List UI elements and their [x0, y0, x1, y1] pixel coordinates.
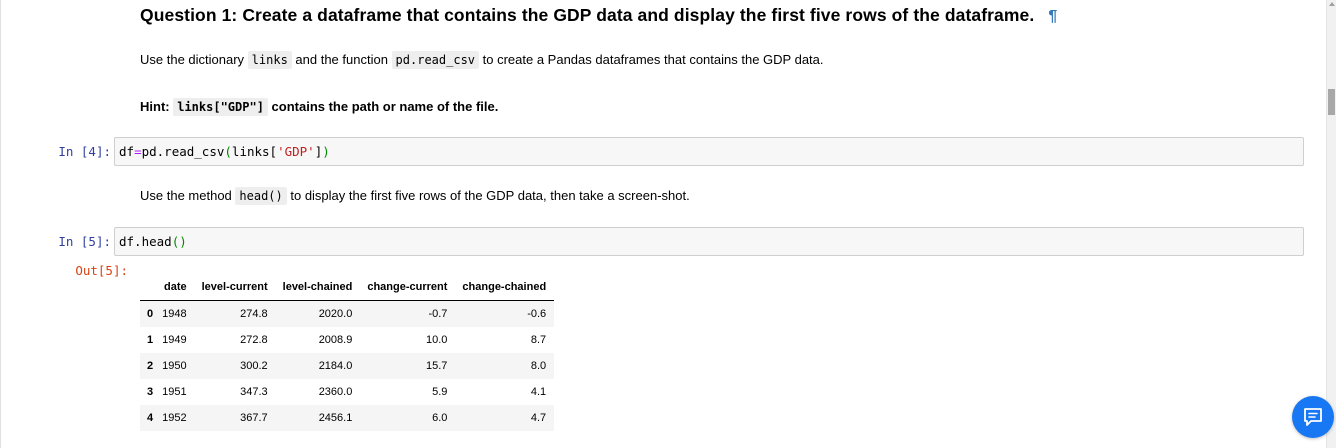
hint-paragraph: Hint: links["GDP"] contains the path or …: [140, 98, 499, 116]
code-token: pd.read_csv: [141, 144, 225, 159]
cell-level-current: 300.2: [240, 360, 268, 372]
cell-change-chained: -0.6: [527, 308, 547, 320]
code-token: (): [171, 234, 187, 249]
row-index: 0: [147, 308, 154, 320]
cell-change-current: -0.7: [428, 308, 448, 320]
cell-change-current: 15.7: [426, 360, 448, 372]
inline-code-read-csv: pd.read_csv: [391, 51, 480, 69]
code-token: =: [134, 144, 142, 159]
row-index: 4: [147, 412, 154, 424]
column-header-level-chained: level-chained: [275, 274, 361, 301]
paragraph-text: Use the dictionary: [140, 52, 248, 67]
table-row: 4 1952 367.7 2456.1 6.0 4.7: [140, 405, 555, 431]
hint-label: Hint:: [140, 99, 174, 114]
cell-level-chained: 2360.0: [318, 386, 353, 398]
cell-level-chained: 2456.1: [318, 412, 353, 424]
question-heading-text: Question 1: Create a dataframe that cont…: [140, 5, 1035, 25]
paragraph-text: and the function: [291, 52, 392, 67]
chat-button[interactable]: [1292, 396, 1334, 438]
code-token: ]: [314, 144, 323, 159]
cell-change-current: 10.0: [426, 334, 448, 346]
cell-change-chained: 4.7: [530, 412, 547, 424]
cell-date: 1950: [162, 360, 187, 372]
dataframe-table: date level-current level-chained change-…: [140, 274, 555, 431]
table-row: 1 1949 272.8 2008.9 10.0 8.7: [140, 327, 554, 353]
paragraph-text: to display the first five rows of the GD…: [286, 188, 690, 203]
vertical-scrollbar[interactable]: [1326, 0, 1336, 448]
cell-level-chained: 2008.9: [318, 334, 353, 346]
cell-level-current: 347.3: [240, 386, 268, 398]
input-prompt-5: In [5]:: [58, 234, 111, 249]
chat-icon: [1304, 408, 1322, 426]
output-prompt-5: Out[5]:: [75, 263, 128, 278]
code-token: ): [322, 144, 330, 159]
column-header-date: date: [155, 274, 195, 301]
column-header-index: [140, 274, 156, 301]
scrollbar-thumb[interactable]: [1328, 89, 1335, 115]
cell-change-chained: 8.7: [530, 334, 547, 346]
cell-level-current: 367.7: [240, 412, 268, 424]
cell-change-chained: 4.1: [530, 386, 547, 398]
instruction-paragraph: Use the dictionary links and the functio…: [140, 51, 824, 69]
column-header-change-chained: change-chained: [455, 274, 555, 301]
cell-date: 1948: [162, 308, 187, 320]
inline-code-head: head(): [235, 187, 287, 205]
table-header-row: date level-current level-chained change-…: [140, 274, 555, 301]
inline-code-links: links: [247, 51, 292, 69]
cell-date: 1952: [162, 412, 187, 424]
code-cell-5[interactable]: df.head(): [114, 227, 1304, 256]
cell-date: 1951: [162, 386, 187, 398]
input-prompt-4: In [4]:: [58, 144, 111, 159]
question-heading: Question 1: Create a dataframe that cont…: [140, 5, 1057, 26]
table-row: 2 1950 300.2 2184.0 15.7 8.0: [140, 353, 555, 379]
row-index: 2: [147, 360, 154, 372]
code-token: df.head: [119, 234, 172, 249]
paragraph-text: to create a Pandas dataframes that conta…: [479, 52, 824, 67]
column-header-level-current: level-current: [194, 274, 276, 301]
cell-date: 1949: [162, 334, 187, 346]
table-row: 0 1948 274.8 2020.0 -0.7 -0.6: [140, 300, 555, 327]
row-index: 3: [147, 386, 154, 398]
paragraph-text: Use the method: [140, 188, 236, 203]
cell-level-chained: 2020.0: [318, 308, 353, 320]
hint-text: contains the path or name of the file.: [267, 99, 499, 114]
cell-change-current: 6.0: [432, 412, 448, 424]
cell-level-current: 274.8: [240, 308, 268, 320]
pilcrow-icon[interactable]: ¶: [1048, 8, 1058, 25]
head-instruction-paragraph: Use the method head() to display the fir…: [140, 187, 690, 205]
code-token: 'GDP': [277, 144, 315, 159]
inline-code-links-gdp: links["GDP"]: [173, 98, 268, 116]
code-token: (: [224, 144, 232, 159]
cell-change-chained: 8.0: [530, 360, 547, 372]
cell-level-current: 272.8: [240, 334, 268, 346]
code-token: links[: [231, 144, 278, 159]
table-row: 3 1951 347.3 2360.0 5.9 4.1: [140, 379, 554, 405]
code-token: df: [119, 144, 135, 159]
row-index: 1: [147, 334, 154, 346]
scroll-up-arrow-icon[interactable]: [1329, 2, 1335, 6]
cell-change-current: 5.9: [432, 386, 448, 398]
column-header-change-current: change-current: [360, 274, 456, 301]
cell-level-chained: 2184.0: [318, 360, 353, 372]
code-cell-4[interactable]: df=pd.read_csv(links['GDP']): [114, 137, 1304, 166]
